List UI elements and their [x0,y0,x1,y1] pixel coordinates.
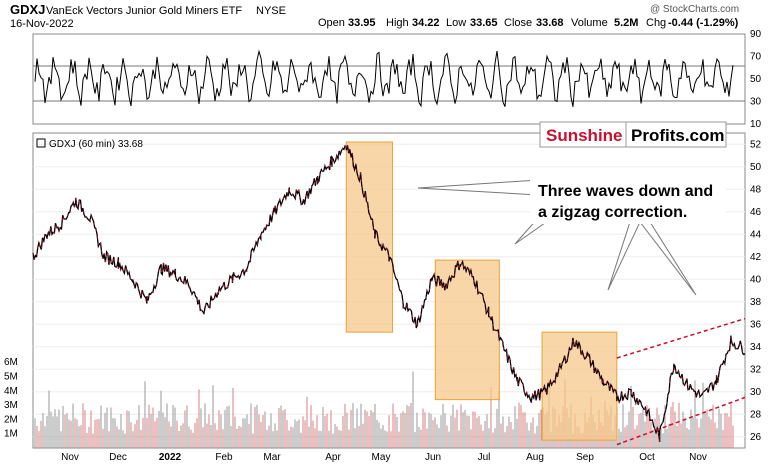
date: 16-Nov-2022 [10,18,74,30]
annotation-box [530,176,726,224]
brand-logo: Sunshine Profits.com [539,121,727,148]
wave-boxes [345,141,618,441]
price-tick-label: 52 [750,139,762,150]
volume-label: Volume [571,17,608,29]
rsi-y-axis: 10 30 50 70 90 [750,29,762,130]
close-value: 33.68 [536,17,564,29]
price-tick-label: 34 [750,342,762,353]
price-legend: GDXJ (60 min) 33.68 [36,138,143,150]
price-tick-label: 44 [750,229,762,240]
chg-value: -0.44 (-1.29%) [668,17,739,29]
month-label: Mar [263,452,281,463]
trendline [616,396,746,446]
volume-tick-label: 4M [4,386,18,397]
legend-swatch [36,138,46,148]
price-tick-label: 30 [750,387,762,398]
month-label: Feb [215,452,233,463]
brand-part2: Profits.com [631,126,725,145]
price-panel: 26 28 30 32 34 36 38 40 42 44 46 48 50 52 1M 2M 3M 4M 5M 6… [4,121,762,449]
trendline [616,317,746,359]
month-label: May [372,452,391,463]
brand-box-right [625,121,727,148]
month-label: Oct [639,452,655,463]
month-axis: Nov Dec 2022 Feb Mar Apr May Jun Jul Aug Sep Oct Nov [61,452,707,463]
security-name: VanEck Vectors Junior Gold Miners ETF [46,5,242,17]
price-tick-label: 36 [750,319,762,330]
brand-box-left [539,121,627,148]
price-tick-label: 46 [750,207,762,218]
month-label: Jun [425,452,441,463]
rsi-tick-label: 50 [750,74,762,85]
close-label: Close [504,17,532,29]
high-label: High [386,17,409,29]
month-label: Aug [526,452,544,463]
price-y-axis: 26 28 30 32 34 36 38 40 42 44 46 48 50 52 [750,139,762,443]
rsi-tick-label: 70 [750,52,762,63]
price-tick-label: 38 [750,297,762,308]
wave-box [541,331,618,441]
price-down-ticks [32,145,746,442]
price-tick-label: 28 [750,409,762,420]
volume-tick-label: 3M [4,400,18,411]
price-tick-label: 32 [750,364,762,375]
open-label: Open [318,17,345,29]
low-label: Low [446,17,466,29]
annotation: Three waves down and a zigzag correction… [417,176,726,296]
annotation-line2: a zigzag correction. [538,204,687,221]
volume-y-axis: 1M 2M 3M 4M 5M 6M [4,357,18,440]
rsi-frame [32,33,746,125]
month-label: Apr [325,452,341,463]
watermark: @ StockCharts.com [650,4,739,15]
volume-tick-label: 6M [4,357,18,368]
volume-tick-label: 2M [4,414,18,425]
rsi-tick-label: 10 [750,119,762,130]
price-tick-label: 42 [750,252,762,263]
brand-part1: Sunshine [546,126,623,145]
month-label: Sep [576,452,594,463]
month-label: Dec [109,452,127,463]
high-value: 34.22 [412,17,440,29]
low-value: 33.65 [470,17,498,29]
price-tick-label: 26 [750,432,762,443]
legend-text: GDXJ (60 min) 33.68 [49,139,143,150]
month-label: Jul [478,452,491,463]
chg-label: Chg [646,17,666,29]
rsi-series-line [34,49,734,108]
price-tick-label: 40 [750,274,762,285]
open-value: 33.95 [348,17,376,29]
exchange: NYSE [256,5,286,17]
chart-header: GDXJ VanEck Vectors Junior Gold Miners E… [10,2,739,30]
symbol: GDXJ [10,2,45,17]
wave-box [345,141,394,333]
wave-box [434,259,500,401]
volume-tick-label: 5M [4,371,18,382]
trend-channel [616,317,746,446]
rsi-tick-label: 30 [750,97,762,108]
annotation-line1: Three waves down and [538,183,713,200]
price-tick-label: 48 [750,184,762,195]
rsi-tick-label: 90 [750,29,762,40]
month-label: Nov [689,452,707,463]
volume-value: 5.2M [614,17,638,29]
price-tick-label: 50 [750,162,762,173]
month-label: 2022 [159,452,182,463]
volume-tick-label: 1M [4,429,18,440]
month-label: Nov [61,452,79,463]
rsi-panel: 10 30 50 70 90 [32,29,762,130]
